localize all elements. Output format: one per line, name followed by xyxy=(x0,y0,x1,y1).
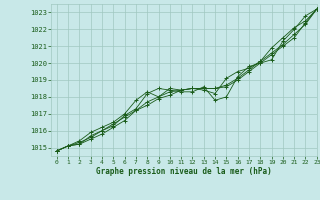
X-axis label: Graphe pression niveau de la mer (hPa): Graphe pression niveau de la mer (hPa) xyxy=(96,167,272,176)
